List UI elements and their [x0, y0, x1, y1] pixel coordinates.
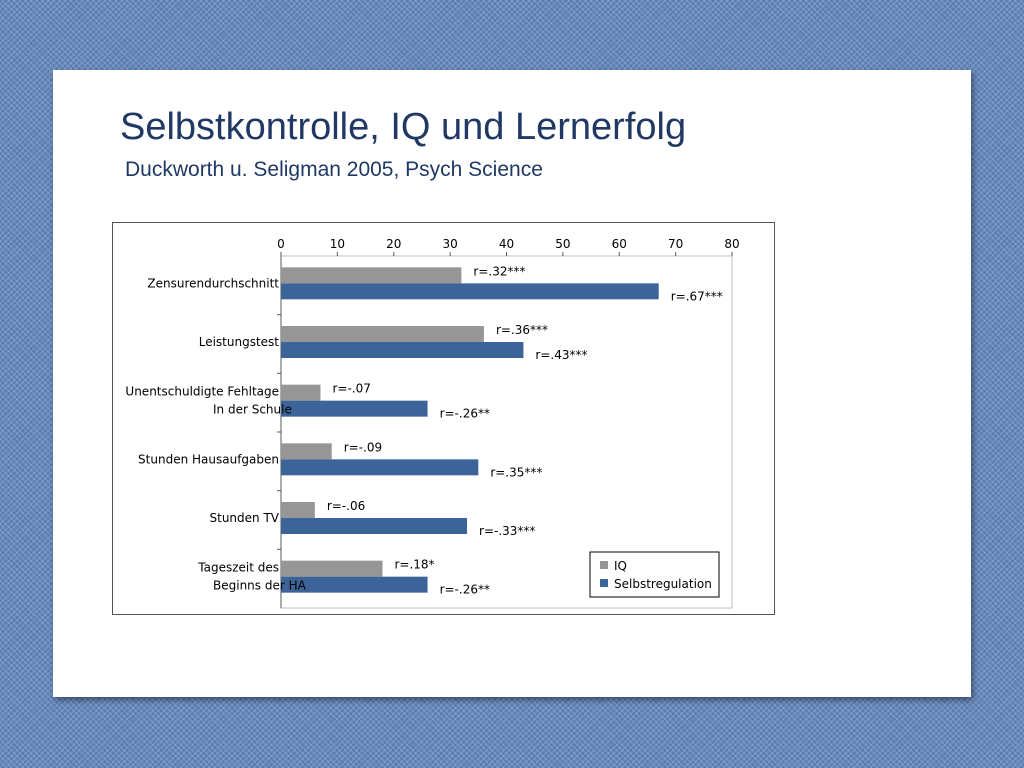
bar-iq — [281, 267, 462, 284]
category-label: Stunden TV — [210, 511, 280, 525]
chart-area: 0 10 20 30 40 50 60 70 80 r=.32*** r=.67*** Zensure… — [112, 222, 775, 615]
bar-iq — [281, 502, 315, 518]
data-label: r=-.06 — [327, 499, 365, 513]
bar-iq — [281, 560, 383, 577]
category-label: Unentschuldigte Fehltage — [125, 385, 279, 399]
bar-selbstregulation — [281, 459, 479, 476]
category-label: Beginns der HA — [213, 579, 307, 593]
bar-iq — [281, 443, 332, 460]
x-tick-label: 30 — [442, 237, 457, 251]
data-label: r=-.26** — [440, 583, 490, 597]
slide: Selbstkontrolle, IQ und Lernerfolg Duckw… — [53, 70, 971, 697]
category-label: Leistungstest — [199, 335, 280, 349]
category-label: Stunden Hausaufgaben — [138, 452, 279, 466]
slide-subtitle: Duckworth u. Seligman 2005, Psych Scienc… — [125, 158, 543, 181]
legend-box — [589, 551, 720, 598]
x-tick-label: 70 — [668, 237, 683, 251]
bar-chart: 0 10 20 30 40 50 60 70 80 r=.32*** r=.67*** Zensure… — [125, 237, 740, 609]
data-label: r=.32*** — [473, 264, 525, 278]
bar-selbstregulation — [281, 400, 428, 417]
bar-iq — [281, 326, 484, 342]
x-tick-label: 10 — [330, 237, 345, 251]
bar-iq — [281, 384, 321, 401]
data-label: r=.18* — [394, 558, 434, 572]
data-label: r=-.09 — [344, 440, 382, 454]
data-label: r=.67*** — [671, 289, 723, 303]
data-label: r=.43*** — [535, 348, 587, 362]
data-label: r=-.26** — [440, 407, 490, 421]
bar-selbstregulation — [281, 518, 468, 534]
slide-title: Selbstkontrolle, IQ und Lernerfolg — [120, 106, 687, 148]
legend-swatch-selbstregulation — [600, 579, 608, 587]
bar-selbstregulation — [281, 342, 524, 358]
x-tick-label: 20 — [386, 237, 401, 251]
category-label: Tageszeit des — [197, 561, 279, 575]
legend-swatch-iq — [600, 561, 608, 569]
x-tick-label: 50 — [555, 237, 570, 251]
x-tick-label: 40 — [499, 237, 514, 251]
category-label: In der Schule — [213, 403, 292, 417]
bar-selbstregulation — [281, 283, 659, 300]
data-label: r=.36*** — [496, 323, 548, 337]
bar-selbstregulation — [281, 576, 428, 593]
legend-label: IQ — [614, 559, 627, 573]
data-label: r=-.07 — [332, 382, 370, 396]
category-label: Zensurendurchschnitt — [147, 276, 279, 290]
x-tick-label: 80 — [724, 237, 739, 251]
data-label: r=.35*** — [490, 465, 542, 479]
x-tick-label: 60 — [612, 237, 627, 251]
legend-label: Selbstregulation — [614, 577, 712, 591]
data-label: r=-.33*** — [479, 524, 535, 538]
x-tick-label: 0 — [277, 237, 285, 251]
